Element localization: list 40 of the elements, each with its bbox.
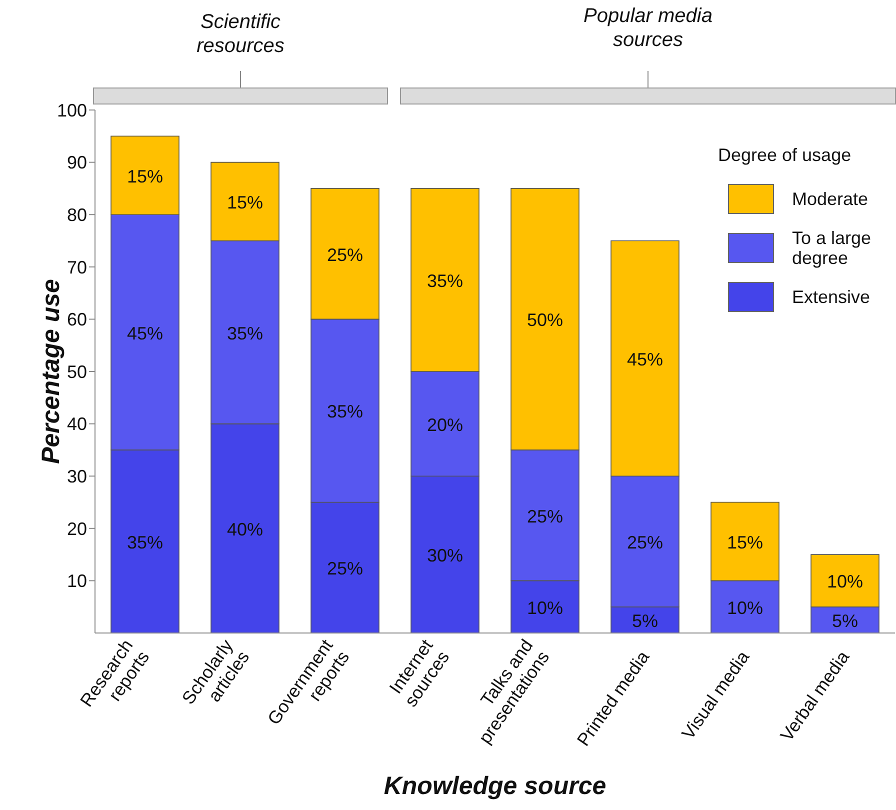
y-tick-label: 100 <box>56 100 87 120</box>
data-label: 15% <box>726 532 764 552</box>
legend-title: Degree of usage <box>718 145 852 166</box>
data-label: 25% <box>626 532 664 552</box>
data-label: 50% <box>526 310 564 330</box>
text: Scientific resources <box>196 10 286 58</box>
x-axis-title: Knowledge source <box>382 772 608 801</box>
legend-label: To a large degree <box>792 228 872 268</box>
y-tick-label: 80 <box>66 204 87 225</box>
data-label: 35% <box>426 270 464 291</box>
y-tick-label: 10 <box>66 571 87 592</box>
data-label: 10% <box>726 598 764 618</box>
data-label: 45% <box>626 349 664 370</box>
data-label: 35% <box>326 402 364 422</box>
data-label: 35% <box>226 323 264 344</box>
legend-label: Extensive <box>792 287 872 307</box>
y-axis-title: Percentage use <box>36 279 65 464</box>
y-tick-label: 70 <box>66 257 87 278</box>
y-tick-label: 60 <box>66 310 87 330</box>
y-tick-label: 30 <box>66 466 87 486</box>
data-label: 10% <box>526 598 564 618</box>
data-label: 20% <box>426 414 464 435</box>
data-label: 30% <box>426 546 464 566</box>
y-tick-label: 50 <box>66 362 87 382</box>
data-label: 5% <box>632 610 658 631</box>
data-label: 5% <box>832 610 858 631</box>
data-label: 25% <box>326 244 364 265</box>
data-label: 15% <box>226 192 264 213</box>
data-label: 10% <box>826 572 864 592</box>
y-tick-label: 40 <box>66 414 87 434</box>
y-tick-label: 20 <box>66 518 87 539</box>
legend-label: Moderate <box>792 189 870 209</box>
text: Popular media sources <box>582 4 714 52</box>
data-label: 25% <box>326 558 364 579</box>
data-label: 35% <box>126 532 164 552</box>
data-label: 40% <box>226 519 264 540</box>
data-label: 45% <box>126 323 164 344</box>
y-tick-label: 90 <box>66 152 87 173</box>
data-label: 15% <box>126 166 164 186</box>
data-label: 25% <box>526 506 564 526</box>
